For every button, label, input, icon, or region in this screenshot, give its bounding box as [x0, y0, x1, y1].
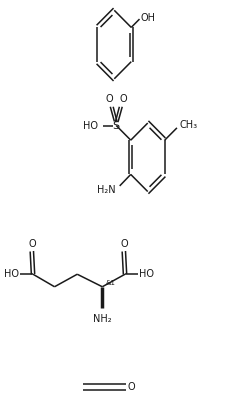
Text: NH₂: NH₂ [93, 314, 112, 324]
Text: OH: OH [141, 13, 156, 23]
Text: S: S [113, 121, 120, 131]
Text: O: O [128, 382, 135, 392]
Text: HO: HO [139, 269, 154, 279]
Text: HO: HO [4, 269, 19, 279]
Text: O: O [120, 239, 128, 249]
Text: O: O [120, 94, 127, 104]
Text: H₂N: H₂N [98, 185, 116, 195]
Text: O: O [28, 239, 36, 249]
Text: &1: &1 [106, 280, 116, 286]
Text: HO: HO [83, 121, 98, 131]
Text: O: O [105, 94, 113, 104]
Text: CH₃: CH₃ [179, 120, 197, 130]
